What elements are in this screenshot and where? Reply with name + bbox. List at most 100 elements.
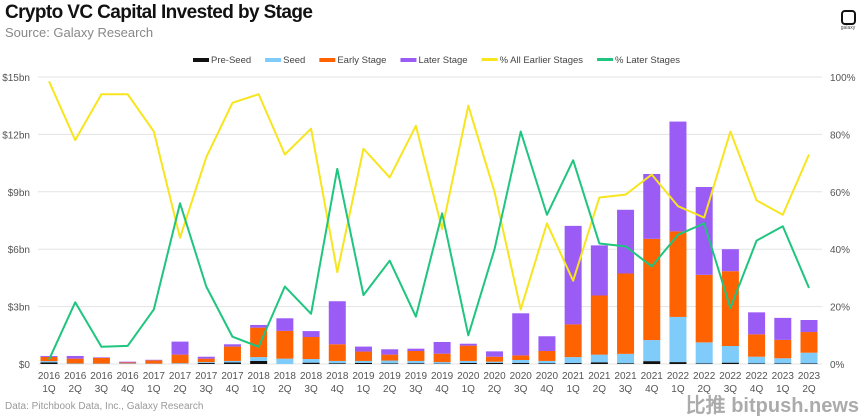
legend-label: Pre-Seed	[211, 55, 251, 66]
x-tick-label-quarter: 2Q	[488, 384, 502, 395]
bar-seed	[197, 362, 215, 364]
x-tick-label-year: 2016	[90, 371, 113, 382]
legend-swatch	[400, 58, 417, 62]
bar-pre-seed	[512, 362, 530, 364]
x-tick-label-quarter: 3Q	[619, 384, 633, 395]
x-tick-label-year: 2018	[300, 371, 323, 382]
bar-pre-seed	[669, 362, 687, 364]
bar-seed	[223, 360, 241, 363]
bar-early-stage	[66, 358, 84, 364]
x-tick-label-quarter: 2Q	[278, 384, 292, 395]
y-left-tick-label: $9bn	[8, 188, 30, 199]
x-tick-label-quarter: 3Q	[95, 384, 109, 395]
x-tick-label-year: 2016	[38, 371, 61, 382]
legend-label: % All Earlier Stages	[500, 55, 584, 66]
x-tick-label-quarter: 4Q	[121, 384, 135, 395]
bar-later-stage	[197, 356, 215, 359]
legend-label: Seed	[283, 55, 305, 66]
chart-title: Crypto VC Capital Invested by Stage	[5, 2, 313, 23]
legend-swatch	[319, 58, 336, 62]
legend-label: Later Stage	[418, 55, 467, 66]
x-tick-label-quarter: 2Q	[173, 384, 187, 395]
bar-early-stage	[512, 355, 530, 360]
x-tick-label-quarter: 1Q	[147, 384, 161, 395]
x-tick-label-quarter: 2Q	[698, 384, 712, 395]
bar-seed	[643, 340, 661, 362]
bar-seed	[302, 359, 320, 363]
bar-seed	[564, 357, 582, 364]
y-left-tick-label: $3bn	[8, 303, 30, 314]
bar-early-stage	[92, 357, 110, 364]
bar-later-stage	[354, 346, 372, 352]
x-tick-label-quarter: 1Q	[462, 384, 476, 395]
bar-seed	[276, 358, 294, 364]
bar-pre-seed	[197, 363, 215, 364]
bar-early-stage	[407, 350, 425, 361]
bar-later-stage	[92, 357, 110, 358]
x-tick-label-quarter: 3Q	[724, 384, 738, 395]
bar-later-stage	[40, 355, 58, 357]
bar-seed	[459, 360, 477, 363]
bar-seed	[669, 316, 687, 363]
bar-later-stage	[774, 317, 792, 340]
x-tick-label-quarter: 2Q	[69, 384, 83, 395]
bar-pre-seed	[748, 363, 766, 364]
x-tick-label-year: 2019	[352, 371, 375, 382]
bar-later-stage	[66, 355, 84, 359]
x-tick-label-quarter: 4Q	[645, 384, 659, 395]
y-left-tick-label: $0	[19, 360, 31, 371]
bar-early-stage	[119, 362, 137, 364]
bar-pre-seed	[302, 362, 320, 364]
bar-later-stage	[276, 318, 294, 331]
bar-later-stage	[748, 312, 766, 335]
bar-later-stage	[145, 359, 163, 361]
chart-footnote: Data: Pitchbook Data, Inc., Galaxy Resea…	[5, 401, 204, 412]
bar-later-stage	[250, 324, 268, 328]
bar-early-stage	[433, 353, 451, 363]
legend-label: % Later Stages	[615, 55, 680, 66]
bar-seed	[40, 361, 58, 363]
bar-early-stage	[145, 360, 163, 364]
bar-pre-seed	[617, 363, 635, 364]
y-right-tick-label: 0%	[830, 360, 845, 371]
bar-early-stage	[590, 295, 608, 355]
bar-later-stage	[512, 313, 530, 356]
y-right-tick-label: 40%	[830, 245, 850, 256]
y-right-tick-label: 20%	[830, 303, 850, 314]
x-tick-label-quarter: 1Q	[566, 384, 580, 395]
bar-pre-seed	[800, 363, 818, 364]
bar-pre-seed	[564, 363, 582, 364]
x-tick-label-year: 2020	[510, 371, 533, 382]
bar-seed	[617, 353, 635, 364]
bar-later-stage	[223, 344, 241, 347]
x-tick-label-quarter: 3Q	[514, 384, 528, 395]
x-tick-label-quarter: 3Q	[409, 384, 423, 395]
bar-early-stage	[302, 337, 320, 360]
legend-swatch	[597, 58, 614, 61]
bar-seed	[721, 346, 739, 363]
x-tick-label-year: 2019	[431, 371, 454, 382]
bar-later-stage	[590, 245, 608, 296]
x-tick-label-quarter: 3Q	[304, 384, 318, 395]
bar-seed	[538, 360, 556, 364]
x-tick-label-year: 2020	[457, 371, 480, 382]
bar-early-stage	[381, 354, 399, 361]
bar-early-stage	[748, 334, 766, 357]
x-tick-label-year: 2022	[745, 371, 768, 382]
bar-seed	[774, 358, 792, 364]
x-tick-label-year: 2022	[693, 371, 716, 382]
bar-early-stage	[223, 346, 241, 361]
bar-pre-seed	[328, 363, 346, 364]
chart-subtitle: Source: Galaxy Research	[5, 25, 154, 40]
bar-pre-seed	[223, 362, 241, 364]
x-tick-label-year: 2017	[221, 371, 244, 382]
y-left-tick-label: $6bn	[8, 245, 30, 256]
bar-seed	[748, 356, 766, 364]
bar-early-stage	[564, 324, 582, 358]
bar-seed	[407, 360, 425, 364]
bar-pre-seed	[643, 361, 661, 364]
bar-early-stage	[643, 238, 661, 341]
y-left-tick-label: $15bn	[2, 73, 30, 84]
bar-later-stage	[171, 341, 189, 355]
